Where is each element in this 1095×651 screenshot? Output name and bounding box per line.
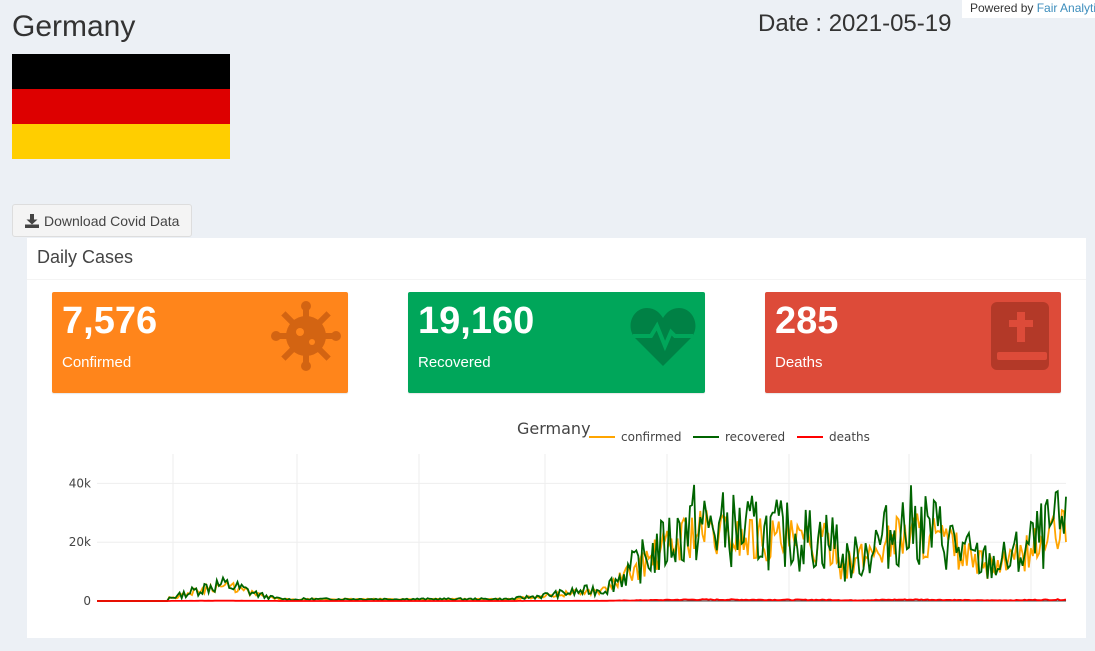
- download-covid-data-button[interactable]: Download Covid Data: [12, 204, 193, 237]
- flag-stripe-black: [12, 54, 230, 89]
- fair-analytics-link[interactable]: Fair Analytics: [1036, 1, 1095, 15]
- legend-label-deaths: deaths: [829, 430, 870, 444]
- download-button-label: Download Covid Data: [44, 212, 180, 229]
- deaths-value-box: 285 Deaths: [765, 292, 1061, 393]
- recovered-value-box: 19,160 Recovered: [408, 292, 705, 393]
- series-line-recovered: [97, 484, 1067, 602]
- powered-by-prefix: Powered by: [970, 1, 1037, 15]
- deaths-count: 285: [775, 300, 839, 342]
- recovered-count: 19,160: [418, 300, 535, 342]
- report-date: Date : 2021-05-19: [758, 10, 952, 37]
- virus-icon: [271, 301, 341, 371]
- country-title: Germany: [12, 10, 136, 43]
- legend-label-recovered: recovered: [725, 430, 785, 444]
- flag-stripe-gold: [12, 124, 230, 159]
- heartbeat-icon: [630, 308, 696, 366]
- confirmed-value-box: 7,576 Confirmed: [52, 292, 348, 393]
- confirmed-label: Confirmed: [62, 354, 132, 371]
- chart-title: Germany: [517, 419, 591, 438]
- chart-y-tick-label: 40k: [69, 476, 91, 490]
- bible-icon: [991, 302, 1049, 370]
- chart-svg: 0 20k 40k Germany confirmed recovered deaths: [69, 419, 1067, 608]
- powered-by: Powered by Fair Analytics: [962, 0, 1095, 18]
- legend-label-confirmed: confirmed: [621, 430, 682, 444]
- daily-cases-chart: 0 20k 40k Germany confirmed recovered deaths: [27, 406, 1086, 646]
- series-line-deaths: [97, 598, 1067, 602]
- deaths-label: Deaths: [775, 354, 823, 371]
- recovered-label: Recovered: [418, 354, 491, 371]
- confirmed-count: 7,576: [62, 300, 158, 342]
- flag-stripe-red: [12, 89, 230, 124]
- daily-cases-title: Daily Cases: [27, 241, 1086, 280]
- chart-y-tick-label: 0: [83, 594, 91, 608]
- country-flag: [12, 54, 230, 159]
- download-icon: [25, 213, 39, 228]
- chart-y-tick-label: 20k: [69, 535, 91, 549]
- daily-cases-box: Daily Cases 7,576 Confirmed 19,160 Recov…: [27, 238, 1086, 638]
